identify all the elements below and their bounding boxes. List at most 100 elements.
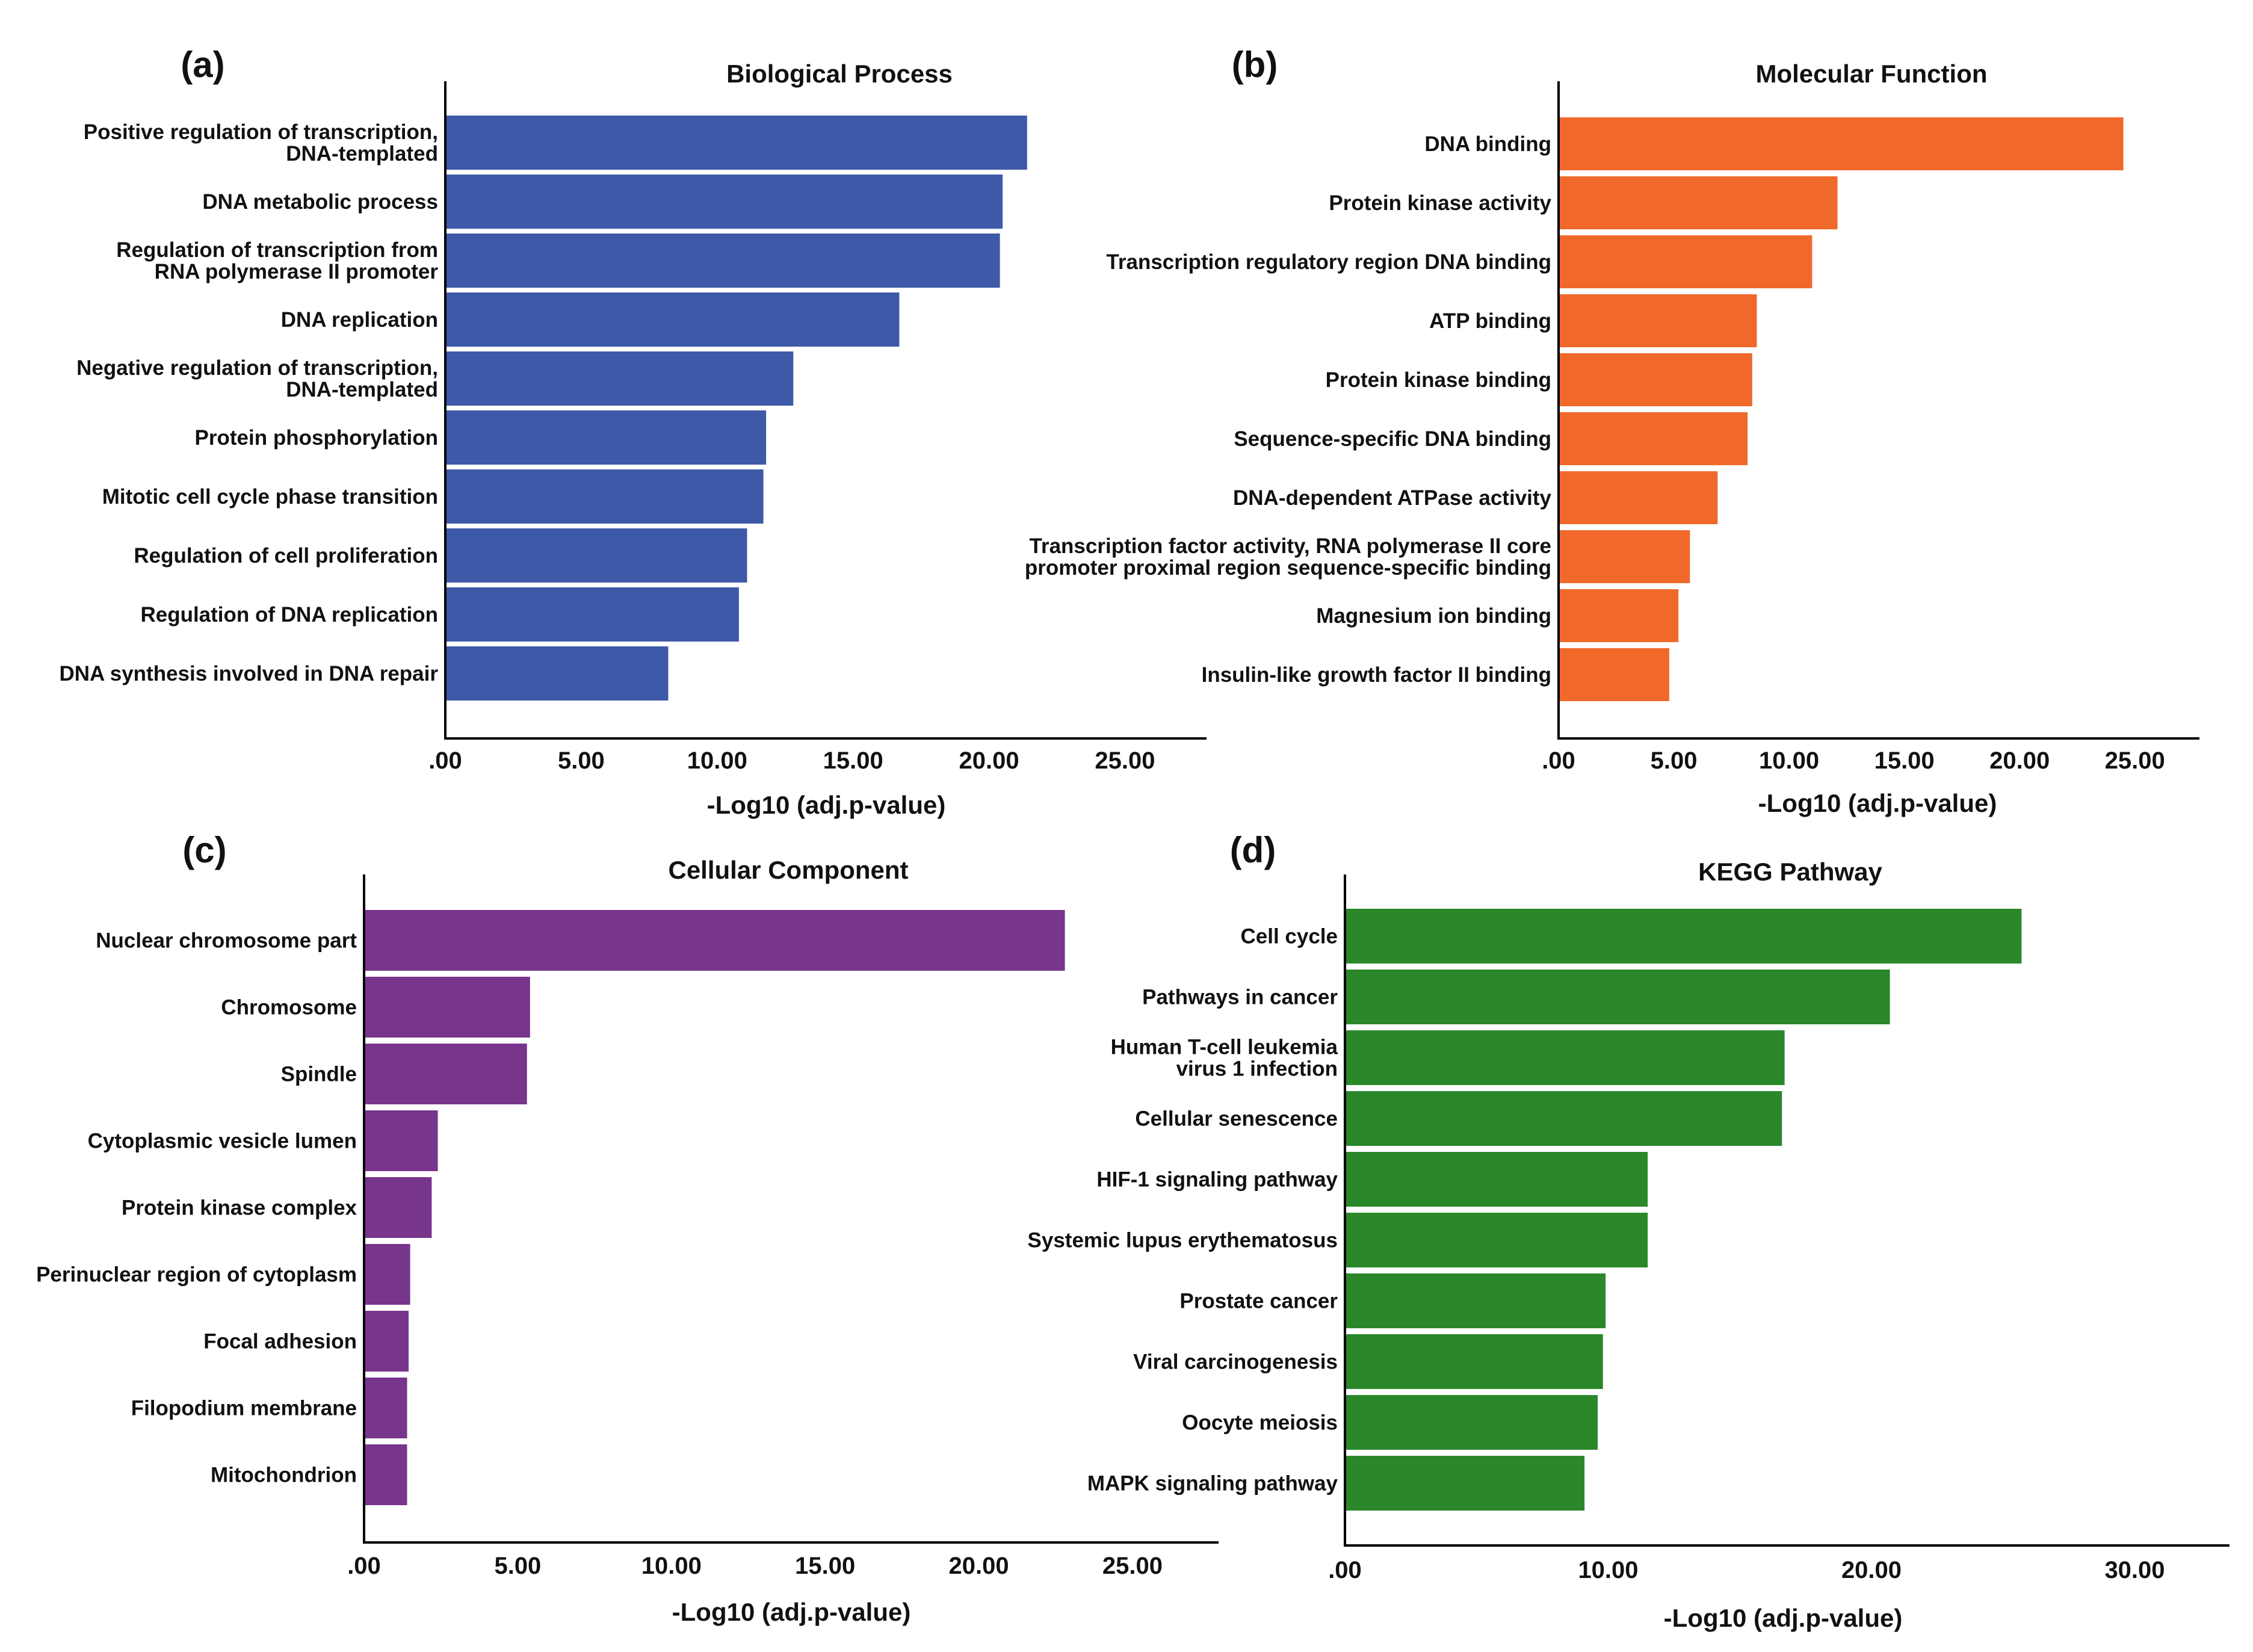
bar: [445, 528, 747, 583]
panel-letter: (c): [182, 830, 226, 870]
category-label: DNA binding: [1424, 132, 1551, 156]
x-tick-label: .00: [347, 1553, 381, 1579]
panel-2: (b) Molecular Function DNA binding Protein …: [1025, 45, 2199, 817]
category-label: Chromosome: [221, 996, 357, 1019]
category-label: Filopodium membrane: [131, 1397, 357, 1420]
category-label: Mitotic cell cycle phase transition: [102, 485, 438, 509]
category-label: DNA synthesis involved in DNA repair: [59, 662, 438, 685]
panel-letter: (b): [1232, 45, 1278, 85]
chart-title: Cellular Component: [668, 856, 908, 884]
category-label: Regulation of transcription from: [116, 238, 438, 262]
bar: [1345, 1152, 1648, 1207]
bar: [1345, 1091, 1782, 1146]
category-label: Cytoplasmic vesicle lumen: [88, 1130, 357, 1153]
category-label: Positive regulation of transcription,: [84, 120, 438, 144]
category-label: Viral carcinogenesis: [1133, 1350, 1338, 1374]
bar: [445, 646, 669, 701]
category-label: Nuclear chromosome part: [96, 929, 357, 953]
category-label: Cell cycle: [1241, 925, 1338, 948]
x-tick-label: 10.00: [1759, 747, 1819, 774]
category-label: DNA-dependent ATPase activity: [1233, 486, 1552, 510]
category-label: Pathways in cancer: [1142, 986, 1338, 1009]
x-tick-label: .00: [1328, 1557, 1362, 1583]
x-axis-title: -Log10 (adj.p-value): [672, 1598, 911, 1626]
category-label: Magnesium ion binding: [1316, 604, 1551, 628]
bar: [1559, 589, 1679, 642]
bar: [1559, 235, 1813, 288]
bar: [364, 910, 1065, 971]
bar: [445, 469, 764, 524]
category-label: MAPK signaling pathway: [1087, 1472, 1338, 1496]
bar: [1559, 117, 2124, 170]
bar: [1345, 1030, 1785, 1085]
panel-letter: (d): [1230, 830, 1276, 870]
category-label: Systemic lupus erythematosus: [1028, 1229, 1338, 1252]
bar: [445, 292, 900, 347]
x-tick-label: 10.00: [1578, 1557, 1638, 1583]
category-label: Transcription factor activity, RNA polym…: [1030, 534, 1552, 558]
x-tick-label: 15.00: [1874, 747, 1935, 774]
x-tick-label: 5.00: [1651, 747, 1698, 774]
bar: [1559, 412, 1748, 465]
bar: [1559, 648, 1669, 701]
category-label: Human T-cell leukemia: [1111, 1036, 1338, 1059]
bar: [1559, 353, 1752, 406]
category-label: Regulation of cell proliferation: [134, 544, 438, 568]
category-label: Spindle: [281, 1063, 357, 1086]
chart-title: Biological Process: [726, 60, 953, 88]
x-tick-label: 5.00: [494, 1553, 541, 1579]
x-tick-label: .00: [1542, 747, 1575, 774]
x-tick-label: 25.00: [2105, 747, 2165, 774]
x-axis-title: -Log10 (adj.p-value): [1758, 789, 1997, 817]
category-label: Oocyte meiosis: [1182, 1411, 1338, 1435]
bar: [1345, 1273, 1606, 1328]
category-label: Prostate cancer: [1179, 1290, 1338, 1313]
x-tick-label: 5.00: [558, 747, 605, 774]
panel-4: (d) KEGG Pathway Cell cycle Pathways in can…: [1028, 830, 2230, 1632]
category-label: promoter proximal region sequence-specif…: [1025, 556, 1551, 580]
category-label: Insulin-like growth factor II binding: [1202, 663, 1551, 687]
x-tick-label: 15.00: [795, 1553, 855, 1579]
bar: [1345, 909, 2022, 964]
bar: [445, 351, 794, 406]
bar: [364, 1378, 407, 1438]
category-label: Protein kinase binding: [1326, 368, 1551, 392]
bar: [1559, 471, 1718, 524]
x-tick-label: 25.00: [1102, 1553, 1163, 1579]
bar: [1559, 176, 1838, 229]
bar: [1345, 1395, 1598, 1450]
category-label: ATP binding: [1429, 309, 1551, 333]
bar: [364, 1444, 407, 1505]
x-tick-label: 30.00: [2104, 1557, 2165, 1583]
bar: [1345, 1334, 1603, 1389]
chart-title: Molecular Function: [1755, 60, 1987, 88]
x-tick-label: 20.00: [1989, 747, 2050, 774]
bar: [1345, 970, 1890, 1024]
x-tick-label: 20.00: [949, 1553, 1009, 1579]
category-label: DNA replication: [281, 308, 438, 332]
bar: [364, 1044, 527, 1104]
x-tick-label: .00: [428, 747, 462, 774]
category-label: Focal adhesion: [203, 1330, 357, 1353]
bar: [445, 175, 1003, 229]
x-tick-label: 15.00: [823, 747, 883, 774]
bar: [1559, 530, 1690, 583]
bar: [1345, 1456, 1585, 1511]
category-label: Mitochondrion: [211, 1464, 357, 1487]
category-label: Protein phosphorylation: [195, 426, 438, 450]
bar: [445, 234, 1000, 288]
panel-3: (c) Cellular Component Nuclear chromosome …: [36, 830, 1219, 1626]
bar: [364, 1244, 410, 1305]
category-label: Protein kinase activity: [1329, 191, 1551, 215]
x-axis-title: -Log10 (adj.p-value): [1664, 1604, 1903, 1632]
category-label: Regulation of DNA replication: [140, 603, 438, 626]
x-tick-label: 10.00: [687, 747, 747, 774]
bar: [364, 1110, 438, 1171]
category-label: DNA-templated: [286, 378, 438, 401]
category-label: Transcription regulatory region DNA bind…: [1106, 250, 1551, 274]
category-label: DNA metabolic process: [202, 190, 438, 214]
category-label: Cellular senescence: [1135, 1107, 1338, 1131]
bar: [445, 116, 1027, 170]
panel-letter: (a): [181, 45, 224, 85]
